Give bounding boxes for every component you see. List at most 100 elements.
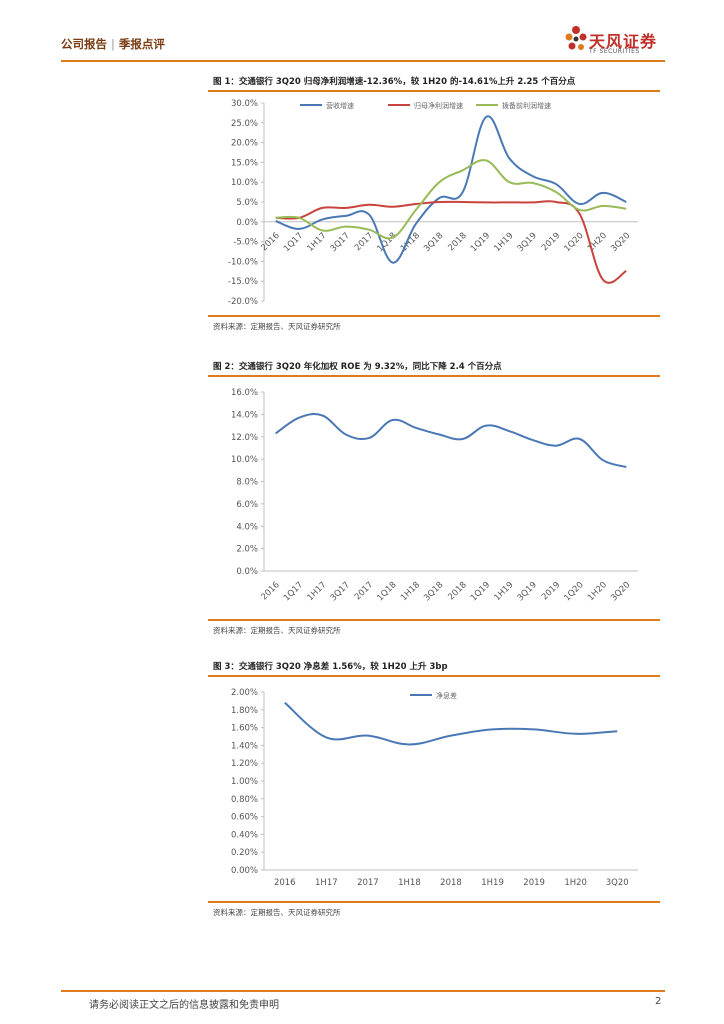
figure-2-top-rule: [208, 375, 660, 377]
legend-label: 净息差: [436, 691, 457, 700]
y-tick-label: 16.0%: [231, 388, 258, 398]
disclaimer-note: 请务必阅读正文之后的信息披露和免责申明: [89, 1000, 279, 1011]
legend-label: 营收增速: [326, 101, 354, 110]
y-tick-label: 1.60%: [231, 724, 258, 734]
flower-logo-icon: [565, 26, 587, 50]
y-tick-label: 20.0%: [231, 139, 258, 149]
x-tick-label: 1Q19: [469, 580, 492, 603]
tf-securities-logo: 天风证券 TF SECURITIES: [565, 24, 675, 60]
report-header: 公司报告 | 季报点评: [61, 36, 165, 52]
x-tick-label: 1H18: [398, 878, 421, 888]
roe-line-chart: 16.0% 14.0% 12.0% 10.0% 8.0% 6.0% 4.0% 2.0% 0.0%…: [231, 388, 638, 603]
growth-line-chart: 30.0% 25.0% 20.0% 15.0% 10.0% 5.0% 0.0% -5.0% -1…: [228, 99, 638, 307]
y-tick-label: 10.0%: [231, 178, 258, 188]
x-tick-label: 1H19: [492, 580, 515, 603]
x-tick-label: 3Q17: [329, 580, 352, 603]
y-tick-label: 10.0%: [231, 455, 258, 465]
figure-1-bottom-rule: [208, 315, 660, 317]
y-tick-label: 1.20%: [231, 759, 258, 769]
x-tick-label: 1H19: [492, 231, 515, 254]
x-tick-label: 2016: [259, 580, 281, 602]
y-tick-label: 1.80%: [231, 706, 258, 716]
x-tick-label: 1H17: [315, 878, 338, 888]
y-tick-label: 4.0%: [236, 522, 258, 532]
figure-1-title: 图 1：交通银行 3Q20 归母净利润增速-12.36%，较 1H20 的-14…: [213, 77, 576, 87]
x-tick-label: 1Q19: [469, 231, 492, 254]
header-separator: |: [111, 37, 115, 51]
x-tick-label: 1H20: [586, 580, 609, 603]
x-tick-label: 1Q18: [375, 580, 398, 603]
y-tick-label: 12.0%: [231, 433, 258, 443]
y-tick-label: 0.00%: [231, 866, 258, 876]
figure-1-chart: 30.0% 25.0% 20.0% 15.0% 10.0% 5.0% 0.0% -5.0% -1…: [208, 92, 660, 314]
figure-2-chart: 16.0% 14.0% 12.0% 10.0% 8.0% 6.0% 4.0% 2.0% 0.0%…: [208, 377, 660, 619]
x-tick-label: 1H17: [305, 580, 328, 603]
x-tick-label: 1Q17: [282, 580, 305, 603]
y-tick-label: -10.0%: [228, 257, 258, 267]
x-tick-label: 2017: [353, 580, 375, 602]
series-line: [275, 159, 627, 240]
x-tick-label: 1H20: [564, 878, 587, 888]
x-tick-label: 1Q20: [562, 231, 585, 254]
y-tick-label: 0.0%: [236, 567, 258, 577]
series-line: [275, 413, 627, 468]
x-tick-label: 3Q20: [609, 580, 632, 603]
y-tick-label: 1.00%: [231, 777, 258, 787]
x-tick-label: 1Q17: [282, 231, 305, 254]
y-tick-label: 2.00%: [231, 688, 258, 698]
x-tick-label: 3Q19: [516, 231, 539, 254]
x-tick-label: 1H17: [305, 231, 328, 254]
logo-subtitle: TF SECURITIES: [589, 48, 640, 55]
y-tick-label: -15.0%: [228, 277, 258, 287]
y-tick-label: 14.0%: [231, 410, 258, 420]
series-line: [275, 115, 627, 264]
figure-1-source: 资料来源：定期报告、天风证券研究所: [213, 322, 341, 331]
header-divider: [61, 60, 665, 62]
x-tick-label: 3Q17: [329, 231, 352, 254]
x-tick-label: 1H19: [481, 878, 504, 888]
y-tick-label: 0.20%: [231, 848, 258, 858]
nim-line-chart: 2.00% 1.80% 1.60% 1.40% 1.20% 1.00% 0.80% 0.60%…: [231, 688, 638, 888]
x-tick-label: 3Q19: [516, 580, 539, 603]
y-tick-label: -5.0%: [233, 238, 258, 248]
y-tick-label: 25.0%: [231, 119, 258, 129]
x-tick-label: 3Q18: [422, 231, 445, 254]
legend-label: 拨备前利润增速: [502, 101, 551, 110]
figure-3-chart: 2.00% 1.80% 1.60% 1.40% 1.20% 1.00% 0.80% 0.60%…: [208, 677, 660, 899]
x-tick-label: 3Q20: [609, 231, 632, 254]
figure-1-top-rule: [208, 90, 660, 92]
figure-3-source: 资料来源：定期报告、天风证券研究所: [213, 908, 341, 917]
figure-3-bottom-rule: [208, 901, 660, 903]
page-number: 2: [655, 996, 662, 1007]
footer-divider: [61, 990, 665, 992]
x-tick-label: 3Q20: [606, 878, 629, 888]
logo-name: 天风证券: [589, 32, 658, 51]
y-tick-label: 8.0%: [236, 478, 258, 488]
y-tick-label: 5.0%: [236, 198, 258, 208]
y-tick-label: 6.0%: [236, 500, 258, 510]
figure-2-title: 图 2：交通银行 3Q20 年化加权 ROE 为 9.32%，同比下降 2.4 …: [213, 362, 502, 372]
y-tick-label: 0.40%: [231, 830, 258, 840]
figure-2-source: 资料来源：定期报告、天风证券研究所: [213, 626, 341, 635]
figure-3-top-rule: [208, 675, 660, 677]
x-tick-label: 2018: [446, 231, 468, 253]
x-tick-label: 2018: [446, 580, 468, 602]
x-tick-label: 2019: [540, 231, 562, 253]
x-tick-label: 2016: [274, 878, 296, 888]
x-tick-label: 1Q20: [562, 580, 585, 603]
figure-2-bottom-rule: [208, 619, 660, 621]
report-type: 公司报告: [61, 37, 107, 51]
x-tick-label: 2019: [540, 580, 562, 602]
legend-label: 归母净利润增速: [414, 101, 463, 110]
y-tick-label: 1.40%: [231, 741, 258, 751]
x-tick-label: 2017: [357, 878, 379, 888]
y-tick-label: 15.0%: [231, 158, 258, 168]
y-tick-label: 2.0%: [236, 545, 258, 555]
series-line: [284, 701, 618, 746]
x-tick-label: 2019: [523, 878, 545, 888]
report-subtype: 季报点评: [118, 37, 165, 51]
x-tick-label: 3Q18: [422, 580, 445, 603]
y-tick-label: 0.60%: [231, 813, 258, 823]
x-tick-label: 2016: [259, 231, 281, 253]
x-tick-label: 2017: [353, 231, 375, 253]
